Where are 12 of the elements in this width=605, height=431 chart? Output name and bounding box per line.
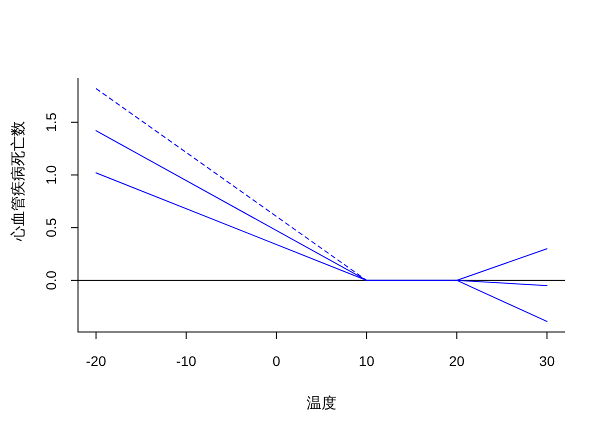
x-tick-label: 10 xyxy=(358,353,375,369)
y-axis-title: 心血管疾病死亡数 xyxy=(10,121,27,242)
x-tick-label: 0 xyxy=(272,353,281,369)
x-tick-label: -20 xyxy=(86,353,106,369)
x-axis-title: 温度 xyxy=(306,395,336,412)
y-tick-label: 1.5 xyxy=(43,112,59,132)
x-tick-label: -10 xyxy=(176,353,197,369)
y-tick-label: 1.0 xyxy=(43,165,59,185)
y-tick-label: 0.0 xyxy=(43,270,59,290)
y-tick-label: 0.5 xyxy=(43,218,59,238)
x-tick-label: 30 xyxy=(539,353,555,369)
x-tick-label: 20 xyxy=(448,353,465,369)
